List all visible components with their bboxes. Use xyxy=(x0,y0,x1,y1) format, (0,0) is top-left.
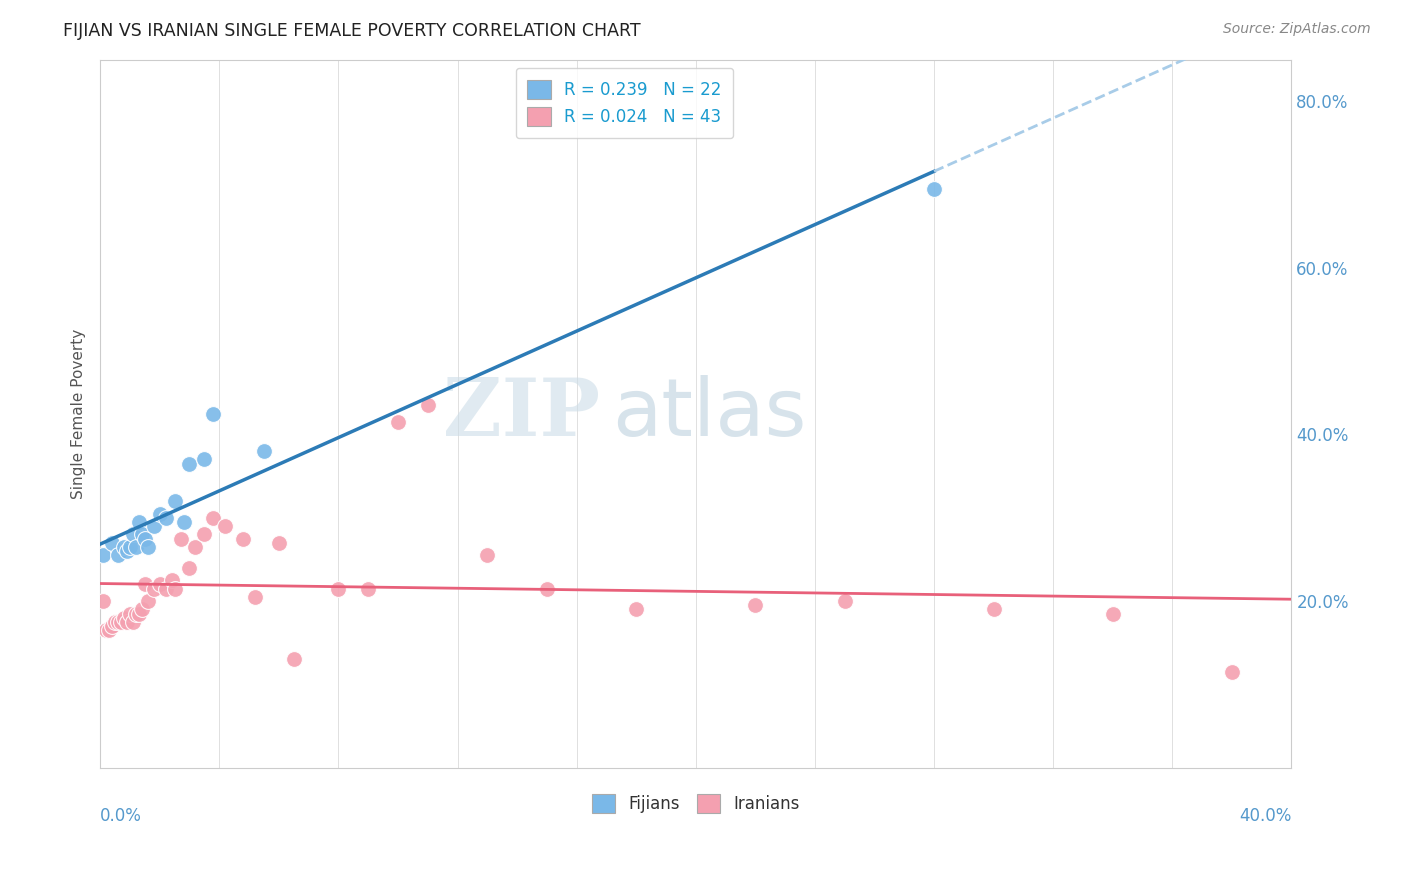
Point xyxy=(193,452,215,467)
Point xyxy=(1220,665,1243,679)
Point xyxy=(155,582,177,596)
Point xyxy=(91,549,114,563)
Point xyxy=(112,611,135,625)
Point xyxy=(387,415,409,429)
Point xyxy=(253,444,276,458)
Point xyxy=(149,507,172,521)
Point xyxy=(328,582,350,596)
Point xyxy=(155,510,177,524)
Point xyxy=(744,599,766,613)
Point xyxy=(626,602,648,616)
Point xyxy=(163,494,186,508)
Point xyxy=(128,515,150,529)
Point xyxy=(101,535,124,549)
Text: atlas: atlas xyxy=(613,375,807,452)
Text: 40.0%: 40.0% xyxy=(1239,806,1292,824)
Point xyxy=(1101,607,1123,621)
Point xyxy=(136,594,159,608)
Point xyxy=(184,540,207,554)
Point xyxy=(922,182,945,196)
Point xyxy=(160,574,183,588)
Point xyxy=(122,527,145,541)
Point xyxy=(91,594,114,608)
Point xyxy=(136,540,159,554)
Point xyxy=(98,624,121,638)
Point xyxy=(131,602,153,616)
Point xyxy=(134,532,156,546)
Point xyxy=(107,549,129,563)
Point xyxy=(477,549,499,563)
Legend: Fijians, Iranians: Fijians, Iranians xyxy=(585,787,807,820)
Point xyxy=(142,582,165,596)
Point xyxy=(118,607,141,621)
Point xyxy=(169,532,191,546)
Point xyxy=(131,527,153,541)
Text: ZIP: ZIP xyxy=(443,375,600,452)
Point xyxy=(834,594,856,608)
Point xyxy=(122,615,145,629)
Y-axis label: Single Female Poverty: Single Female Poverty xyxy=(72,328,86,499)
Point xyxy=(128,607,150,621)
Point xyxy=(983,602,1005,616)
Point xyxy=(125,607,148,621)
Point xyxy=(142,519,165,533)
Point xyxy=(101,619,124,633)
Point xyxy=(193,527,215,541)
Point xyxy=(202,510,225,524)
Point xyxy=(232,532,254,546)
Point xyxy=(179,457,201,471)
Point xyxy=(112,540,135,554)
Point xyxy=(536,582,558,596)
Point xyxy=(214,519,236,533)
Point xyxy=(94,624,117,638)
Text: FIJIAN VS IRANIAN SINGLE FEMALE POVERTY CORRELATION CHART: FIJIAN VS IRANIAN SINGLE FEMALE POVERTY … xyxy=(63,22,641,40)
Point xyxy=(267,535,290,549)
Point xyxy=(283,652,305,666)
Point xyxy=(163,582,186,596)
Point xyxy=(125,540,148,554)
Point xyxy=(134,577,156,591)
Point xyxy=(115,615,138,629)
Point xyxy=(149,577,172,591)
Point xyxy=(115,544,138,558)
Point xyxy=(243,590,266,604)
Point xyxy=(173,515,195,529)
Point xyxy=(104,615,127,629)
Point xyxy=(202,407,225,421)
Point xyxy=(357,582,380,596)
Point xyxy=(179,561,201,575)
Text: 0.0%: 0.0% xyxy=(100,806,142,824)
Point xyxy=(107,615,129,629)
Point xyxy=(416,398,439,412)
Point xyxy=(118,540,141,554)
Point xyxy=(110,615,132,629)
Text: Source: ZipAtlas.com: Source: ZipAtlas.com xyxy=(1223,22,1371,37)
